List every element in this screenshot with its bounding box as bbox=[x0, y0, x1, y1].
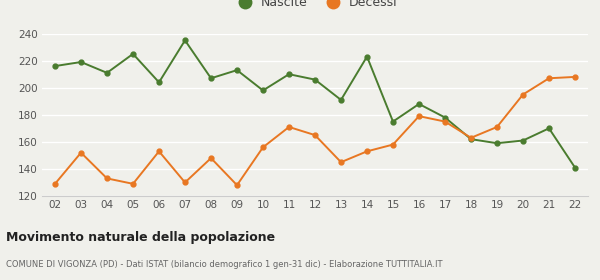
Text: Movimento naturale della popolazione: Movimento naturale della popolazione bbox=[6, 231, 275, 244]
Legend: Nascite, Decessi: Nascite, Decessi bbox=[227, 0, 403, 14]
Text: COMUNE DI VIGONZA (PD) - Dati ISTAT (bilancio demografico 1 gen-31 dic) - Elabor: COMUNE DI VIGONZA (PD) - Dati ISTAT (bil… bbox=[6, 260, 443, 269]
